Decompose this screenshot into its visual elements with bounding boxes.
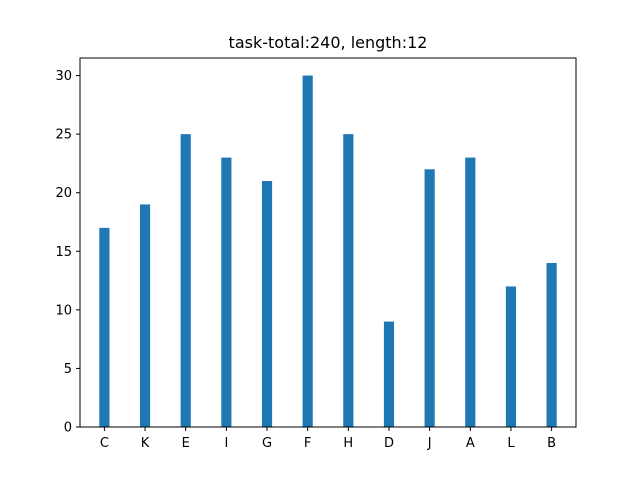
x-tick-label-L: L [507,436,515,451]
bar-H [343,134,354,427]
x-tick-label-K: K [141,436,150,451]
bar-F [302,75,313,428]
x-tick-label-F: F [304,436,311,451]
y-tick-label-30: 30 [55,69,72,84]
y-axis: 0 5 10 15 20 25 30 [55,69,80,436]
plot-frame [79,57,577,428]
y-tick-label-20: 20 [55,186,72,201]
x-tick-label-E: E [182,436,190,451]
x-tick-label-J: J [427,436,432,451]
bar-G [261,181,273,427]
y-tick-label-25: 25 [55,128,72,143]
x-tick-label-C: C [100,436,109,451]
x-tick-label-D: D [384,436,394,451]
y-tick-label-10: 10 [55,303,72,318]
bar-K [139,204,151,427]
x-tick-label-I: I [224,436,228,451]
x-tick-label-A: A [466,436,475,451]
bar-D [383,321,395,427]
x-tick-label-G: G [262,436,272,451]
bar-I [221,157,232,428]
y-tick-label-0: 0 [64,421,72,436]
bar-A [465,157,476,428]
bars-group [99,75,557,428]
bar-L [505,286,517,427]
bar-E [180,134,191,427]
x-tick-label-B: B [547,436,556,451]
bar-C [99,227,110,427]
x-tick-label-H: H [343,436,353,451]
chart-title: task-total:240, length:12 [229,33,428,52]
bar-B [546,263,557,427]
bar-J [424,169,435,428]
y-tick-label-15: 15 [55,245,72,260]
y-tick-label-5: 5 [64,362,72,377]
